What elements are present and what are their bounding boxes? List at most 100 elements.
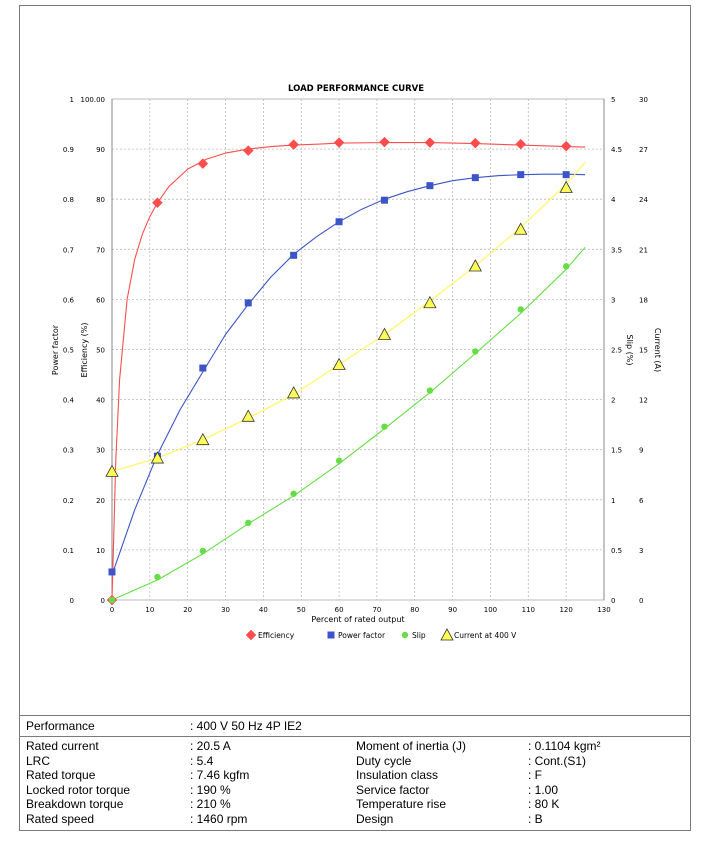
current-at-400-v-point [105,464,119,477]
spec-label: LRC [26,753,51,768]
power-factor-tick-label: 0 [70,597,74,605]
x-tick-label: 60 [335,606,344,614]
current-at-400-v-point [468,259,482,272]
power-factor-legend-label: Power factor [338,631,386,640]
x-axis-title: Percent of rated output [311,615,404,624]
slip-point [335,457,343,464]
current-axis-title: Current (A) [653,328,662,372]
report-frame [19,5,691,831]
load-performance-chart: LOAD PERFORMANCE CURVE 0 10 20 30 40 50 60 70 80… [51,84,662,641]
spec-label: Temperature rise [356,797,447,811]
x-tick-label: 80 [410,606,419,614]
spec-value: : B [528,811,543,826]
current-at-400-v-legend-label: Current at 400 V [454,631,517,640]
slip-tick-label: 4.5 [611,146,622,154]
spec-value: : 20.5 A [190,739,231,753]
efficiency-tick-label: 70 [96,246,105,254]
x-tick-label: 50 [297,606,306,614]
efficiency-legend-label: Efficiency [258,631,295,640]
spec-value: : 1460 rpm [190,811,248,826]
spec-label: Locked rotor torque [26,782,131,797]
slip-tick-label: 2 [611,397,615,405]
spec-label: Rated speed [26,811,95,826]
power-factor-tick-label: 0.3 [63,447,74,455]
current-tick-label: 30 [639,96,648,104]
power-factor-point [335,218,343,226]
efficiency-point [333,137,345,148]
slip-legend-marker [401,631,409,639]
efficiency-point [379,136,390,148]
spec-value: : F [528,768,542,782]
slip-tick-label: 4 [611,196,616,204]
spec-label: Insulation class [356,768,439,782]
grid [111,98,605,601]
current-at-400-v-point [514,222,528,235]
efficiency-point [197,158,209,169]
current-tick-label: 27 [639,146,648,154]
efficiency-legend-marker [245,629,257,641]
slip-tick-label: 0.5 [611,547,622,555]
efficiency-tick-label: 20 [96,497,105,505]
spec-value: : 190 % [190,782,231,797]
x-tick-label: 130 [597,606,610,614]
efficiency-axis-title: Efficiency (%) [80,323,89,378]
slip-point [381,423,388,430]
axes: 0 10 20 30 40 50 60 70 80 90 100 110 120 13000.10.20.… [63,96,649,614]
current-tick-label: 15 [639,347,648,355]
current-tick-label: 6 [639,497,644,505]
efficiency-tick-label: 30 [96,447,105,455]
slip-tick-label: 1 [611,497,615,505]
slip-tick-label: 3.5 [611,246,622,254]
x-tick-label: 30 [221,606,230,614]
power-factor-legend-marker [327,631,335,639]
efficiency-tick-label: 0 [101,597,105,605]
current-at-400-v-point [377,327,392,340]
spec-label: Rated current [26,739,99,753]
power-factor-axis-title: Power factor [51,324,60,375]
efficiency-tick-label: 60 [96,296,105,304]
current-at-400-v-point [332,357,346,370]
power-factor-tick-label: 0.2 [63,497,74,505]
power-factor-curve [111,173,586,576]
current-tick-label: 9 [639,447,643,455]
power-factor-tick-label: 1 [70,96,74,104]
spec-value: : 5.4 [190,753,214,768]
efficiency-point [288,139,300,150]
power-factor-tick-label: 0.8 [63,196,74,204]
current-tick-label: 24 [639,196,648,204]
efficiency-point [469,137,481,149]
efficiency-point [152,197,163,209]
slip-tick-label: 2.5 [611,347,622,355]
efficiency-point [515,138,527,150]
efficiency-tick-label: 10 [96,547,105,555]
spec-label: Moment of inertia (J) [356,739,467,753]
current-tick-label: 18 [639,296,648,304]
current-tick-label: 21 [639,246,648,254]
slip-curve [111,246,586,601]
current-at-400-v-point [241,409,255,422]
current-tick-label: 3 [639,547,643,555]
current-at-400-v-point [150,451,165,464]
efficiency-point [242,145,254,156]
slip-point [245,519,252,527]
spec-value: : 1.00 [528,782,559,797]
performance-value: : 400 V 50 Hz 4P IE2 [190,719,302,733]
spec-value: : 80 K [528,797,560,811]
performance-label: Performance [26,719,95,733]
current-at-400-v-point [559,180,573,193]
spec-table: Rated current : 20.5 A LRC : 5.4 Rated torqu… [20,736,690,830]
x-tick-label: 10 [145,606,154,614]
power-factor-tick-label: 0.9 [63,146,74,154]
spec-value: : 210 % [190,797,231,811]
spec-label: Service factor [356,782,430,797]
x-tick-label: 110 [522,606,535,614]
power-factor-tick-label: 0.6 [63,296,75,304]
x-tick-label: 120 [559,606,572,614]
efficiency-point [424,137,436,148]
x-tick-label: 40 [259,606,268,614]
efficiency-curve [111,142,586,601]
spec-label: Rated torque [26,768,96,782]
slip-tick-label: 0 [611,597,615,605]
spec-value: : Cont.(S1) [528,753,587,768]
power-factor-tick-label: 0.5 [63,347,74,355]
